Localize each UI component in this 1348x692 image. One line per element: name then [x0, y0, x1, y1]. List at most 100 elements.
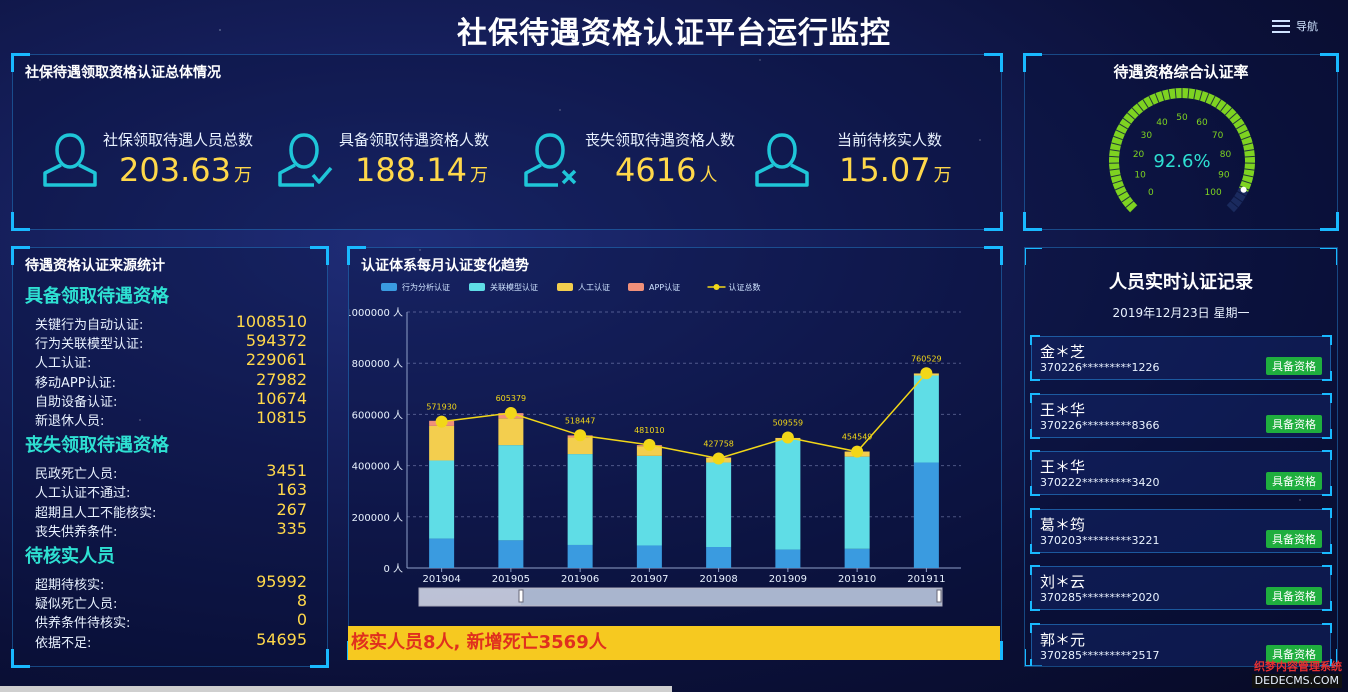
gauge-tick: [1224, 107, 1233, 116]
data-label: 605379: [496, 394, 527, 403]
gauge-tick: [1228, 112, 1238, 120]
x-tick-label: 201908: [700, 574, 738, 585]
gauge-tick: [1109, 168, 1120, 171]
bar-segment: [913, 375, 939, 463]
gauge-tick-label: 50: [1176, 113, 1188, 123]
source-value: 8: [296, 591, 307, 611]
source-row: 超期且人工不能核实: 267: [35, 499, 307, 521]
legend-label: 认证总数: [729, 282, 761, 292]
gauge-tick: [1243, 174, 1254, 178]
legend-item: 关联模型认证: [469, 282, 538, 292]
y-tick-label: 400000 人: [352, 461, 403, 473]
gauge-tick: [1244, 155, 1255, 158]
source-value: 54695: [256, 629, 307, 649]
gauge-tick: [1110, 174, 1121, 178]
status-badge: 具备资格: [1266, 357, 1322, 375]
gauge-tick-label: 70: [1212, 131, 1224, 141]
alert-ticker: 核实人员8人, 新增死亡3569人: [348, 626, 1000, 660]
section-heading: 丧失领取待遇资格: [25, 435, 169, 457]
source-label: 自助设备认证:: [35, 394, 118, 410]
x-tick-label: 201910: [838, 574, 876, 585]
gauge-tick: [1232, 117, 1242, 125]
gauge-tick: [1148, 95, 1154, 106]
watermark: 织梦内容管理系统 DEDECMS.COM: [1251, 660, 1342, 688]
gauge-tick: [1126, 112, 1136, 120]
total-point: [920, 367, 933, 380]
record-id: 370226*********1226: [1040, 361, 1160, 374]
legend-item: 认证总数: [707, 282, 761, 292]
record-item[interactable]: 郭＊元 370285*********2517 具备资格: [1030, 622, 1332, 666]
bar-segment: [706, 547, 732, 568]
x-tick-label: 201906: [561, 574, 599, 585]
bar-segment: [567, 437, 593, 455]
record-item[interactable]: 刘＊云 370285*********2020 具备资格: [1030, 565, 1332, 611]
y-tick-label: 800000 人: [352, 358, 403, 370]
y-tick-label: 1000000 人: [349, 307, 403, 319]
bar-segment: [775, 440, 801, 550]
trend-chart: 行为分析认证 关联模型认证 人工认证 APP认证 认证总数 0 人 200000 人 4000…: [349, 282, 961, 607]
nav-label: 导航: [1296, 20, 1318, 33]
gauge-tick: [1154, 92, 1160, 103]
gauge-tick: [1131, 107, 1140, 116]
section-heading: 具备领取待遇资格: [25, 286, 169, 307]
stat-total-recipients: 社保领取待遇人员总数 203.63 万: [41, 125, 276, 225]
source-row: 人工认证: 229061: [35, 350, 307, 372]
record-item[interactable]: 王＊华 370226*********8366 具备资格: [1030, 392, 1332, 439]
gauge-value: 92.6%: [1153, 151, 1210, 172]
gauge-tick: [1115, 129, 1126, 135]
bar-segment: [498, 540, 524, 568]
x-tick-label: 201907: [630, 574, 668, 585]
record-item[interactable]: 金＊芝 370226*********1226 具备资格: [1030, 335, 1332, 381]
record-item[interactable]: 王＊华 370222*********3420 具备资格: [1030, 450, 1332, 496]
source-row: 人工认证不通过: 163: [35, 480, 307, 501]
bar-segment: [429, 460, 455, 539]
status-badge: 具备资格: [1266, 472, 1322, 490]
gauge-tick: [1122, 117, 1132, 125]
zoom-handle-left: [518, 589, 524, 603]
gauge-tick: [1114, 185, 1125, 191]
gauge-tick: [1142, 99, 1149, 109]
source-row: 超期待核实: 95992: [35, 572, 307, 593]
source-label: 民政死亡人员:: [35, 467, 118, 483]
bar-segment: [498, 445, 524, 541]
source-label: 关键行为自动认证:: [35, 318, 144, 333]
bar-segment: [913, 462, 939, 568]
source-row: 移动APP认证: 27982: [35, 370, 307, 391]
stat-eligible: 具备领取待遇资格人数 188.14 万: [277, 125, 512, 225]
status-badge: 具备资格: [1266, 529, 1322, 548]
bar-segment: [498, 418, 524, 446]
gauge-tick: [1233, 195, 1243, 203]
trend-chart-panel: 认证体系每月认证变化趋势 行为分析认证 关联模型认证 人工认证 APP认证 认证总数 0 …: [347, 246, 1003, 660]
record-name: 郭＊元: [1040, 630, 1086, 649]
source-value: 10815: [256, 408, 307, 427]
gauge-tick-label: 10: [1134, 171, 1146, 181]
y-tick-label: 200000 人: [352, 512, 403, 524]
source-row: 自助设备认证: 10674: [35, 389, 307, 410]
gauge-tick: [1167, 89, 1171, 100]
stat-pending: 当前待核实人数 15.07 万: [753, 125, 988, 225]
bar-segment: [636, 545, 662, 568]
record-item[interactable]: 葛＊筠 370203*********3221 具备资格: [1030, 507, 1332, 554]
data-label: 454549: [842, 433, 873, 442]
source-row: 丧失供养条件: 335: [35, 519, 307, 540]
gauge-tick: [1118, 123, 1129, 130]
bar-segment: [429, 425, 455, 461]
source-value: 267: [276, 499, 307, 519]
gauge-tick: [1220, 103, 1228, 112]
source-value: 594372: [245, 331, 307, 351]
legend-label: 行为分析认证: [402, 282, 450, 292]
gauge-tick: [1193, 89, 1197, 100]
x-tick-label: 201911: [907, 574, 945, 585]
section-heading: 待核实人员: [25, 546, 115, 567]
gauge-tick-label: 80: [1220, 150, 1232, 160]
source-label: 人工认证:: [35, 356, 92, 372]
source-label: 丧失供养条件:: [35, 524, 118, 540]
nav-menu-button[interactable]: 导航: [1272, 18, 1318, 34]
source-value: 1008510: [235, 312, 307, 331]
overview-panel: 社保待遇领取资格认证总体情况 社保领取待遇人员总数 203.63 万 具备领取待遇…: [11, 53, 1003, 231]
gauge-tick: [1109, 155, 1120, 158]
records-panel: 人员实时认证记录 2019年12月23日 星期一 金＊芝 370226******…: [1024, 247, 1338, 667]
bar-segment: [844, 456, 870, 549]
horizontal-scrollbar[interactable]: [0, 686, 672, 692]
bar-segment: [567, 454, 593, 545]
